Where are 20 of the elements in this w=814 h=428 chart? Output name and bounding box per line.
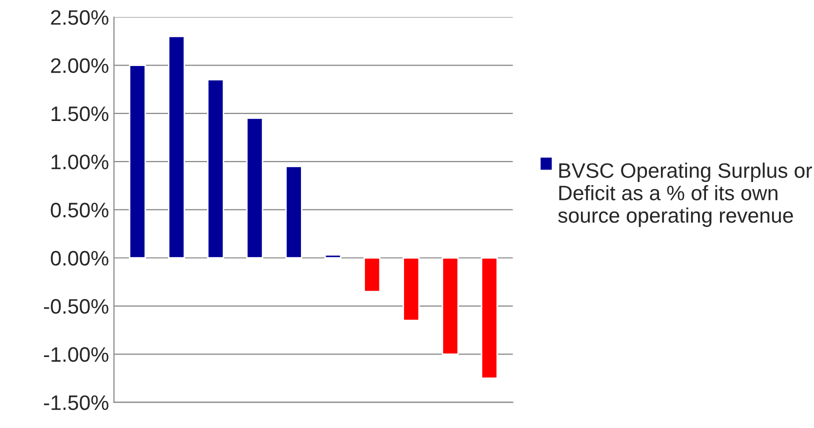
y-tick-label: 2.50% [51,10,108,25]
bar [364,257,381,292]
y-tick-label: 1.50% [52,106,108,122]
legend-label: BVSC Operating Surplus or Deficit as a % of its own source operating revenue [558,162,812,227]
bar [285,166,302,259]
y-tick-label: -1.50% [44,395,108,410]
bar [207,79,224,259]
bar [480,257,498,379]
bar [324,254,342,259]
bar [168,36,186,259]
y-tick-label: -0.50% [44,299,108,314]
y-tick-label: 1.00% [52,154,108,170]
bar [402,257,420,322]
y-tick-label: 0.50% [50,202,108,218]
y-tick-label: 0.00% [50,250,108,266]
y-tick-label: 2.00% [51,58,108,74]
bar [442,257,459,355]
bar [246,118,264,259]
y-tick-label: -1.00% [44,347,108,362]
bar [128,64,146,259]
